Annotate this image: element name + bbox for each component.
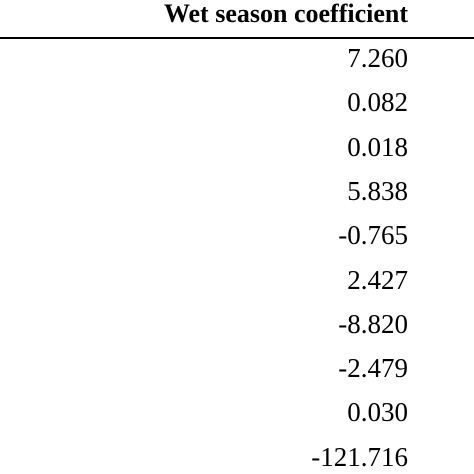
table-cell: -0.765	[338, 220, 408, 251]
table-cell: 0.018	[347, 131, 408, 162]
table-cell: 0.030	[347, 397, 408, 428]
table-cell: 5.838	[347, 175, 408, 206]
table-cell: 7.260	[347, 43, 408, 73]
table-cell: -8.820	[338, 308, 408, 339]
table-cell: -121.716	[311, 441, 408, 472]
table-cell: 2.427	[347, 264, 408, 295]
header-rule	[0, 37, 474, 39]
table-cell: -2.479	[338, 353, 408, 384]
table-cell: 0.082	[347, 87, 408, 118]
column-header: Wet season coefficient	[163, 0, 408, 28]
